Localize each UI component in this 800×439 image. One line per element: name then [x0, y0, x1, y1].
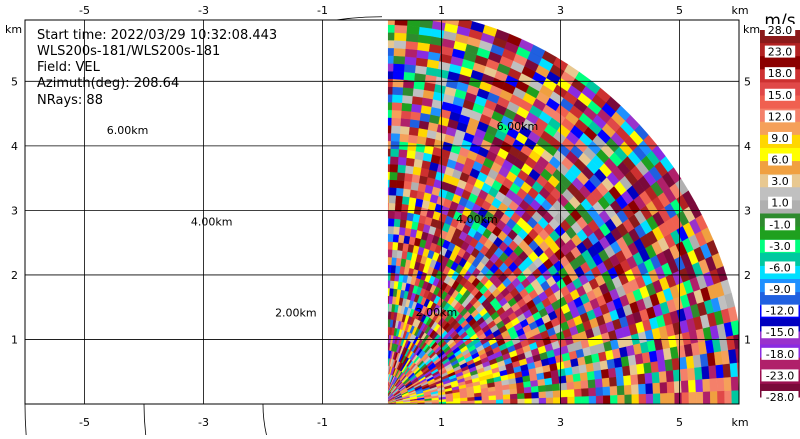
x-tick-bottom-3: 3 [557, 416, 564, 429]
x-unit-bottom: km [731, 416, 748, 429]
ring-label-outer-1: 2.00km [275, 307, 317, 320]
colorbar-tick-14: -15.0 [766, 326, 794, 339]
x-tick-bottom--5: -5 [79, 416, 90, 429]
colorbar-tick-11: -6.0 [769, 261, 790, 274]
nrays-text: NRays: 88 [37, 93, 103, 108]
x-tick-top-3: 3 [557, 4, 564, 17]
x-tick-bottom--1: -1 [317, 416, 328, 429]
start-time-text: Start time: 2022/03/29 10:32:08.443 [37, 28, 277, 43]
colorbar-tick-5: 9.0 [771, 132, 789, 145]
x-tick-top--5: -5 [79, 4, 90, 17]
colorbar-tick-1: 23.0 [768, 46, 793, 59]
azimuth-text: Azimuth(deg): 208.64 [37, 76, 179, 91]
colorbar-tick-6: 6.0 [771, 154, 789, 167]
x-tick-top-5: 5 [676, 4, 683, 17]
colorbar-tick-4: 12.0 [768, 110, 793, 123]
y-unit-right: km [743, 23, 760, 36]
y-tick-left-3: 3 [11, 204, 18, 217]
colorbar-tick-10: -3.0 [769, 240, 790, 253]
y-tick-right-4: 4 [744, 140, 751, 153]
y-tick-right-5: 5 [744, 75, 751, 88]
y-tick-left-4: 4 [11, 140, 18, 153]
colorbar-tick-9: -1.0 [769, 218, 790, 231]
y-unit-left: km [5, 23, 22, 36]
ring-label-inner-3: 6.00km [497, 120, 539, 133]
colorbar-tick-3: 15.0 [768, 89, 793, 102]
colorbar-tick-7: 3.0 [771, 175, 789, 188]
x-tick-top--3: -3 [198, 4, 209, 17]
y-tick-right-2: 2 [744, 269, 751, 282]
y-tick-left-2: 2 [11, 269, 18, 282]
x-unit-top: km [731, 4, 748, 17]
colorbar-tick-8: 1.0 [771, 197, 789, 210]
x-tick-top--1: -1 [317, 4, 328, 17]
y-tick-right-3: 3 [744, 204, 751, 217]
x-tick-bottom-1: 1 [438, 416, 445, 429]
colorbar-tick-13: -12.0 [766, 305, 794, 318]
colorbar-tick-0: 28.0 [768, 24, 793, 37]
site-text: WLS200s-181/WLS200s-181 [37, 44, 220, 59]
ring-label-inner-1: 2.00km [416, 306, 458, 319]
colorbar-tick-15: -18.0 [766, 348, 794, 361]
x-tick-bottom--3: -3 [198, 416, 209, 429]
x-tick-top-1: 1 [438, 4, 445, 17]
ring-label-outer-3: 6.00km [107, 124, 149, 137]
colorbar-tick-12: -9.0 [769, 283, 790, 296]
colorbar: m/s 28.023.018.015.012.09.06.03.01.0-1.0… [760, 11, 800, 404]
colorbar-tick-17: -28.0 [766, 391, 794, 404]
y-tick-left-1: 1 [11, 333, 18, 346]
y-tick-right-1: 1 [744, 333, 751, 346]
y-tick-left-5: 5 [11, 75, 18, 88]
colorbar-tick-2: 18.0 [768, 67, 793, 80]
ring-label-inner-2: 4.00km [456, 213, 498, 226]
field-text: Field: VEL [37, 60, 101, 75]
ring-label-outer-2: 4.00km [191, 215, 233, 228]
colorbar-tick-16: -23.0 [766, 369, 794, 382]
x-tick-bottom-5: 5 [676, 416, 683, 429]
